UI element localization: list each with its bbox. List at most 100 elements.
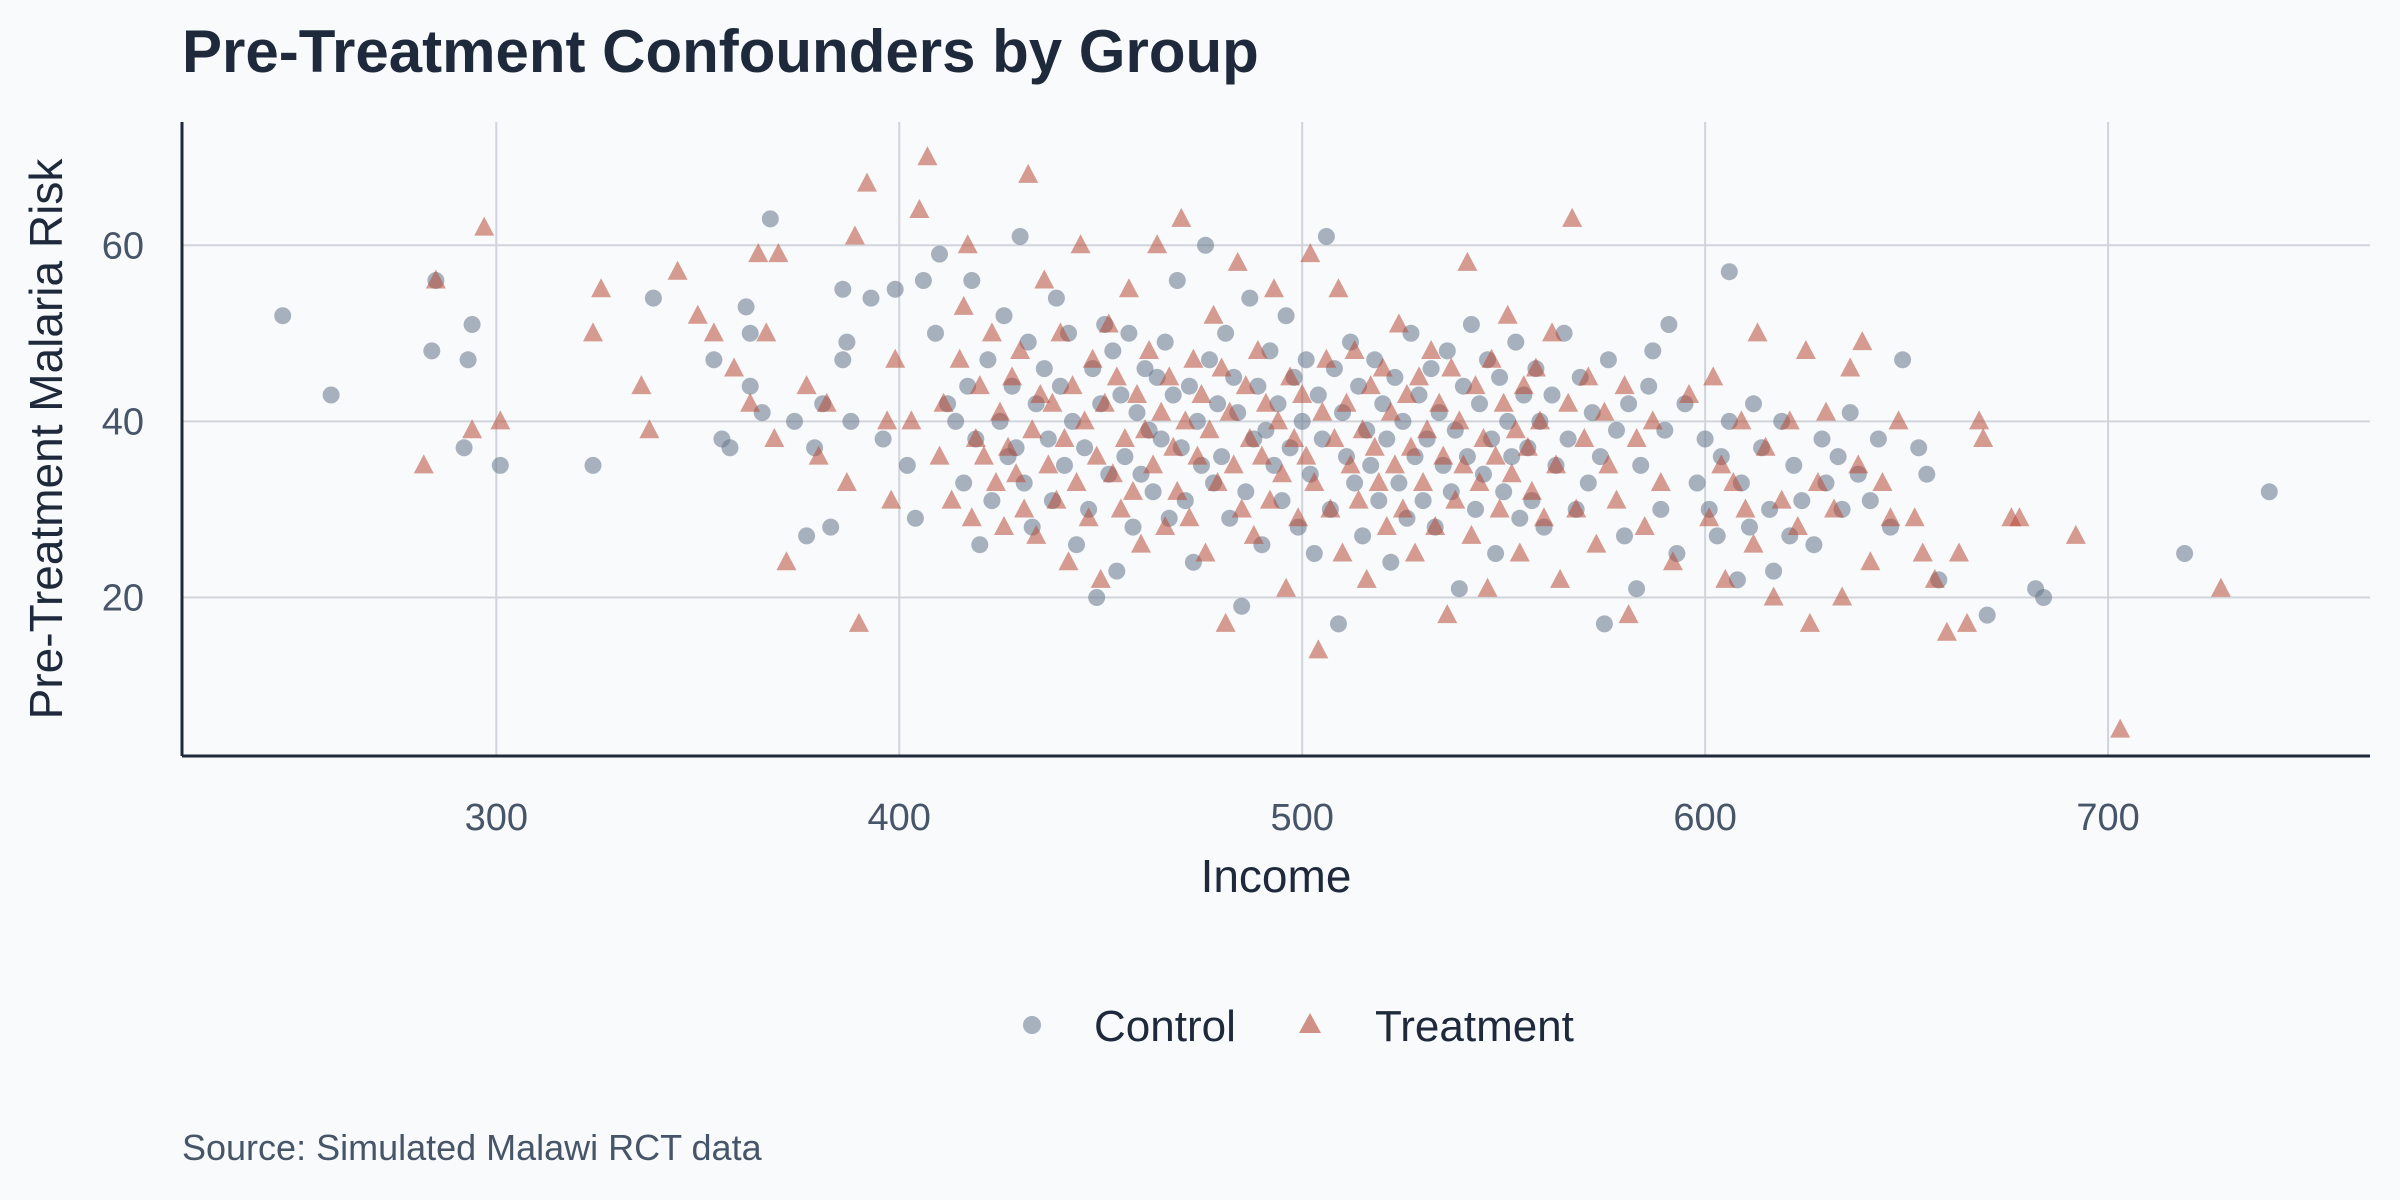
treatment-point <box>1409 366 1430 386</box>
treatment-point <box>413 454 434 474</box>
treatment-point <box>1558 392 1579 412</box>
treatment-point <box>1102 463 1123 483</box>
control-point <box>798 527 816 545</box>
treatment-point <box>973 445 994 465</box>
treatment-point <box>2110 718 2131 738</box>
treatment-point <box>667 260 688 280</box>
treatment-point <box>1546 454 1567 474</box>
treatment-point <box>1787 516 1808 536</box>
control-point <box>741 377 759 395</box>
y-axis-title: Pre-Treatment Malaria Risk <box>20 158 72 720</box>
control-point <box>1366 351 1384 369</box>
treatment-point <box>1058 551 1079 571</box>
treatment-point <box>929 445 950 465</box>
control-point <box>2260 483 2278 501</box>
treatment-point <box>1223 454 1244 474</box>
control-point <box>874 430 892 448</box>
control-point <box>1390 474 1408 492</box>
treatment-point <box>989 401 1010 421</box>
treatment-point <box>1550 568 1571 588</box>
control-point <box>842 412 860 430</box>
chart-caption: Source: Simulated Malawi RCT data <box>182 1127 763 1168</box>
gridlines <box>182 122 2370 756</box>
treatment-point <box>1509 542 1530 562</box>
control-point <box>1644 342 1662 360</box>
treatment-point <box>1364 436 1385 456</box>
treatment-point <box>1505 419 1526 439</box>
control-point <box>886 280 904 298</box>
control-point <box>1591 448 1609 466</box>
treatment-point <box>1852 331 1873 351</box>
control-point <box>1112 386 1130 404</box>
treatment-point <box>724 357 745 377</box>
treatment-point <box>1445 489 1466 509</box>
treatment-point <box>1078 507 1099 527</box>
control-point <box>1543 386 1561 404</box>
control-point <box>1438 342 1456 360</box>
legend-treatment-label: Treatment <box>1375 1002 1574 1051</box>
treatment-point <box>1211 357 1232 377</box>
control-point <box>1660 316 1678 333</box>
treatment-point <box>1235 375 1256 395</box>
control-point <box>2035 589 2053 606</box>
treatment-point <box>1489 498 1510 518</box>
treatment-point <box>1074 410 1095 430</box>
treatment-point <box>1247 339 1268 359</box>
treatment-point <box>1062 375 1083 395</box>
treatment-point <box>1799 612 1820 632</box>
treatment-point <box>961 507 982 527</box>
control-point <box>1495 483 1513 501</box>
treatment-point <box>1594 401 1615 421</box>
control-point <box>1503 448 1521 466</box>
control-point <box>737 298 755 316</box>
treatment-point <box>1574 428 1595 447</box>
treatment-point <box>1207 472 1228 492</box>
control-point <box>1785 456 1803 474</box>
y-tick-label: 40 <box>102 401 144 443</box>
treatment-point <box>1771 489 1792 509</box>
y-tick-label: 60 <box>102 225 144 267</box>
control-point <box>1382 553 1400 571</box>
x-tick-label: 700 <box>2076 797 2139 839</box>
treatment-point <box>1034 269 1055 289</box>
treatment-point <box>1421 339 1442 359</box>
treatment-point <box>1957 612 1978 632</box>
treatment-point <box>583 322 604 342</box>
treatment-point <box>1239 428 1260 447</box>
treatment-point <box>1457 251 1478 271</box>
control-point <box>1039 430 1057 448</box>
treatment-point <box>639 419 660 439</box>
treatment-point <box>1324 428 1345 447</box>
treatment-point <box>1151 401 1172 421</box>
treatment-point <box>1747 322 1768 342</box>
treatment-point <box>1179 507 1200 527</box>
treatment-point <box>844 225 865 245</box>
control-point <box>963 272 981 289</box>
control-point <box>1168 272 1186 289</box>
treatment-point <box>1485 445 1506 465</box>
x-tick-label: 600 <box>1673 797 1736 839</box>
control-point <box>1462 316 1480 333</box>
control-point <box>1688 474 1706 492</box>
treatment-point <box>1296 445 1317 465</box>
control-point <box>914 272 932 289</box>
treatment-point <box>965 428 986 447</box>
treatment-point <box>1501 463 1522 483</box>
treatment-point <box>1816 401 1837 421</box>
treatment-point <box>1155 516 1176 536</box>
treatment-point <box>1352 419 1373 439</box>
treatment-point <box>1231 498 1252 518</box>
treatment-point <box>1433 445 1454 465</box>
control-point <box>1317 228 1335 245</box>
treatment-point <box>764 428 785 447</box>
treatment-point <box>2210 577 2231 597</box>
control-point <box>1616 527 1633 545</box>
treatment-point <box>1711 454 1732 474</box>
control-point <box>1346 474 1364 492</box>
treatment-point <box>1497 304 1518 324</box>
treatment-point <box>1888 410 1909 430</box>
treatment-point <box>1461 524 1482 544</box>
treatment-point <box>1054 428 1075 447</box>
treatment-point <box>1336 392 1357 412</box>
